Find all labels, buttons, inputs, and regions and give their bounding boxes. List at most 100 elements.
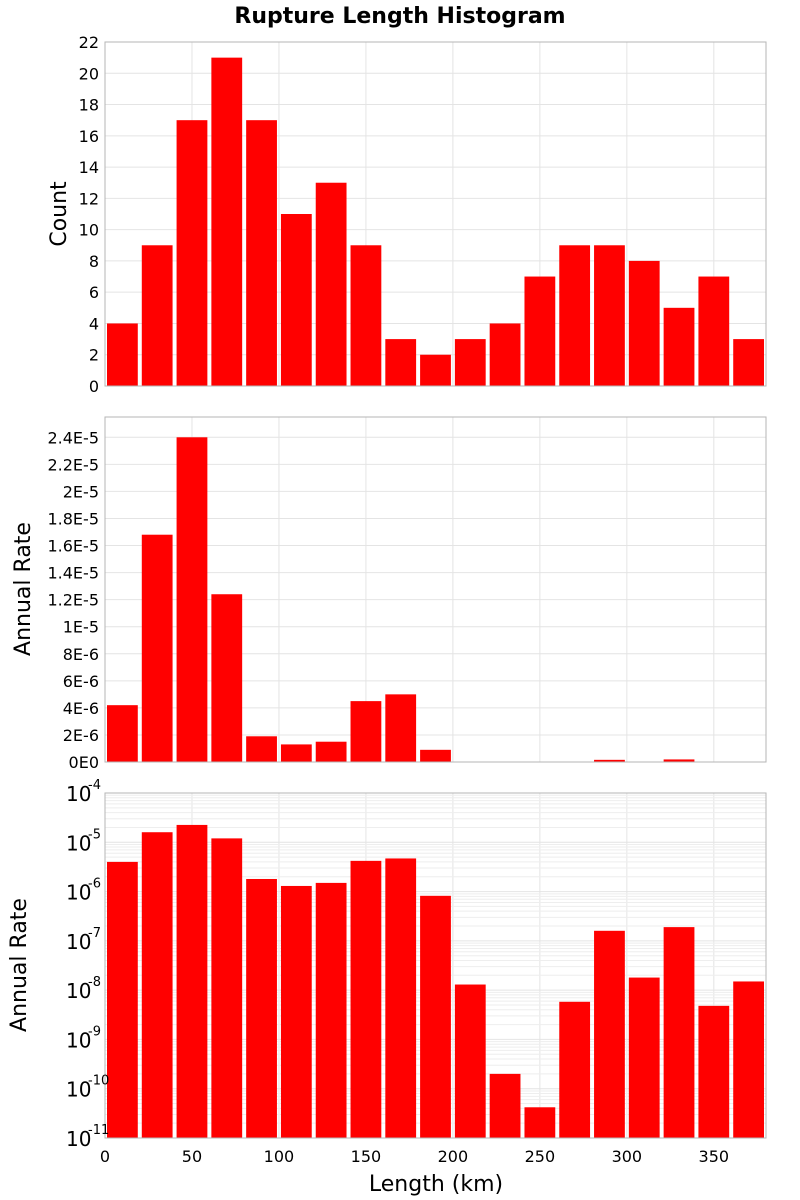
- bar: [733, 339, 764, 386]
- x-tick-label: 50: [182, 1147, 202, 1166]
- bar: [594, 759, 625, 762]
- y-tick-label: 8: [89, 252, 99, 271]
- bar: [385, 339, 417, 386]
- y-tick-label: 10: [66, 979, 91, 1003]
- bar: [315, 182, 347, 386]
- y-tick-label: 10: [66, 1078, 91, 1102]
- bar: [280, 214, 312, 386]
- y-tick-label: 2E-6: [63, 726, 99, 745]
- bar: [663, 307, 695, 386]
- bar: [350, 701, 382, 762]
- bar: [141, 832, 173, 1138]
- y-tick-label: 18: [79, 96, 99, 115]
- chart-title: Rupture Length Histogram: [234, 4, 565, 29]
- y-tick-label: 16: [79, 127, 99, 146]
- y-tick-label: 2: [89, 346, 99, 365]
- bar: [280, 885, 312, 1138]
- bar: [489, 323, 521, 386]
- y-tick-label: 10: [79, 221, 99, 240]
- y-tick-label: 12: [79, 189, 99, 208]
- bar: [559, 245, 591, 386]
- bar: [628, 977, 660, 1138]
- bars: [107, 824, 764, 1138]
- bar: [107, 861, 138, 1138]
- y-tick-label: 20: [79, 64, 99, 83]
- y-tick-exponent: -6: [88, 877, 101, 892]
- y-tick-label: 10: [66, 930, 91, 954]
- plot-frame: [104, 792, 767, 1139]
- y-tick-label: 22: [79, 33, 99, 52]
- bar: [385, 694, 417, 762]
- bar: [524, 276, 556, 386]
- y-tick-label: 2.4E-5: [47, 428, 99, 447]
- plot-frame: [104, 416, 767, 763]
- plot-frame: [104, 41, 767, 387]
- count-histogram-panel: 0 2 4 6 8 10 12 14 16 18 20 22: [79, 33, 767, 396]
- bar: [211, 594, 243, 762]
- x-tick-label: 0: [100, 1147, 110, 1166]
- length-axis-label: Length (km): [369, 1172, 503, 1197]
- bar: [628, 260, 660, 386]
- count-axis-label: Count: [47, 181, 72, 247]
- y-tick-exponent: -10: [88, 1074, 109, 1089]
- bar: [733, 981, 764, 1138]
- bar: [107, 323, 138, 386]
- y-tick-label: 6: [89, 283, 99, 302]
- y-tick-label: 1E-5: [63, 618, 99, 637]
- y-tick-label: 1.4E-5: [47, 564, 99, 583]
- y-tick-exponent: -8: [88, 975, 101, 990]
- bar: [211, 838, 243, 1138]
- x-tick-label: 150: [351, 1147, 382, 1166]
- bar: [454, 984, 486, 1138]
- y-tick-label: 1.6E-5: [47, 537, 99, 556]
- y-tick-labels: 0 2 4 6 8 10 12 14 16 18 20 22: [79, 33, 99, 396]
- bar: [141, 245, 173, 386]
- annual-rate-linear-panel: 0E0 2E-6 4E-6 6E-6 8E-6 1E-5 1.2E-5 1.4E-5 1.6E-…: [47, 416, 767, 772]
- bar: [141, 534, 173, 762]
- y-tick-exponent: -9: [88, 1024, 101, 1039]
- bar: [315, 882, 347, 1138]
- bar: [524, 1107, 556, 1138]
- y-tick-label: 2E-5: [63, 482, 99, 501]
- y-tick-label: 4E-6: [63, 699, 99, 718]
- y-tick-label: 0E0: [69, 753, 99, 772]
- bar: [176, 824, 208, 1138]
- y-tick-exponent: -7: [88, 926, 101, 941]
- bar: [315, 741, 347, 762]
- bar: [454, 339, 486, 386]
- y-tick-label: 1.8E-5: [47, 509, 99, 528]
- bar: [489, 1073, 521, 1138]
- x-tick-label: 250: [525, 1147, 556, 1166]
- y-tick-label: 6E-6: [63, 672, 99, 691]
- x-tick-labels: 0 50 100 150 200 250 300 350: [100, 1147, 729, 1166]
- bar: [280, 744, 312, 762]
- y-tick-label: 10: [66, 1028, 91, 1052]
- bars: [107, 57, 764, 387]
- bar: [176, 120, 208, 386]
- y-tick-label: 10: [66, 831, 91, 855]
- x-tick-label: 200: [438, 1147, 469, 1166]
- bar: [107, 705, 138, 762]
- y-tick-labels: 0E0 2E-6 4E-6 6E-6 8E-6 1E-5 1.2E-5 1.4E-5 1.6E-…: [47, 428, 99, 772]
- y-tick-label: 10: [66, 782, 91, 806]
- annual-rate-axis-label: Annual Rate: [11, 522, 36, 656]
- bar: [698, 1005, 730, 1138]
- y-tick-label: 10: [66, 881, 91, 905]
- bar: [176, 437, 208, 762]
- y-tick-label: 0: [89, 377, 99, 396]
- bars: [107, 437, 764, 762]
- bar: [350, 860, 382, 1138]
- bar: [211, 57, 243, 387]
- bar: [559, 1001, 591, 1138]
- bar: [594, 930, 625, 1138]
- bar: [663, 927, 695, 1138]
- bar: [385, 858, 417, 1138]
- y-tick-label: 2.2E-5: [47, 455, 99, 474]
- y-tick-label: 14: [79, 158, 99, 177]
- bar: [246, 120, 277, 386]
- bar: [663, 759, 695, 762]
- bar: [420, 354, 451, 386]
- y-tick-exponent: -5: [88, 827, 101, 842]
